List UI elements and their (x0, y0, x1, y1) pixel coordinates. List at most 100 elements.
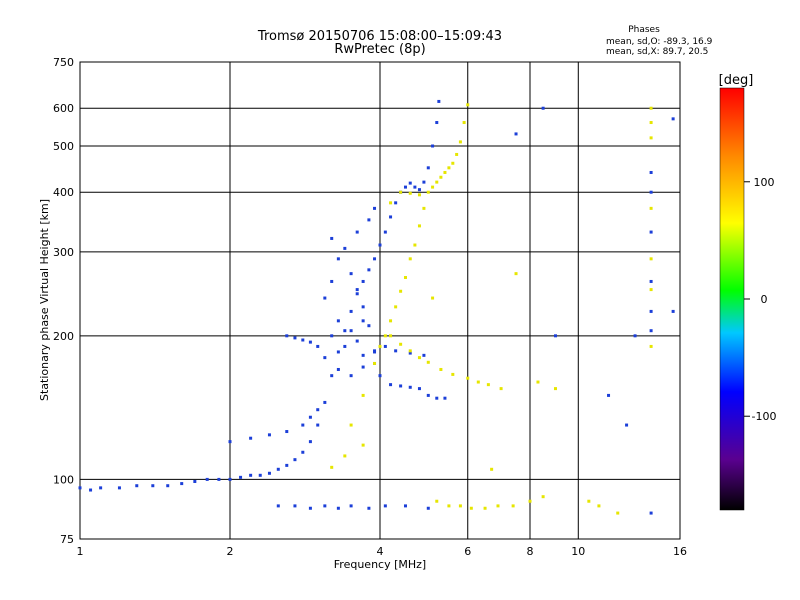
point-o-61 (336, 367, 340, 371)
point-o-68 (408, 385, 412, 389)
point-o-98 (383, 504, 387, 508)
point-o-77 (408, 351, 412, 355)
point-x-18 (447, 166, 451, 170)
x-tick-label-2: 4 (377, 545, 384, 558)
point-x-28 (426, 360, 430, 364)
point-o-114 (649, 329, 653, 333)
point-o-115 (671, 117, 675, 121)
point-o-34 (394, 201, 398, 205)
point-x-50 (361, 443, 365, 447)
point-o-96 (349, 504, 353, 508)
point-x-21 (458, 140, 462, 144)
point-o-116 (671, 309, 675, 313)
point-o-32 (383, 230, 387, 234)
x-axis-label: Frequency [MHz] (334, 558, 426, 571)
point-x-13 (426, 190, 430, 194)
x-tick-label-4: 8 (527, 545, 534, 558)
y-tick-label-0: 75 (60, 533, 74, 546)
point-o-18 (293, 458, 297, 462)
point-o-33 (389, 215, 393, 219)
point-o-38 (413, 185, 417, 189)
point-o-86 (267, 433, 271, 437)
point-o-60 (361, 319, 365, 323)
point-o-43 (435, 121, 439, 125)
y-tick-label-4: 400 (53, 186, 74, 199)
y-axis-label: Stationary phase Virtual Height [km] (38, 199, 51, 401)
point-o-15 (267, 471, 271, 475)
point-o-90 (316, 408, 320, 412)
y-tick-label-3: 300 (53, 246, 74, 259)
point-o-85 (249, 436, 253, 440)
point-x-39 (435, 499, 439, 503)
point-x-60 (649, 121, 653, 125)
y-tick-label-7: 750 (53, 56, 74, 69)
point-o-107 (553, 334, 557, 338)
point-o-101 (330, 236, 334, 240)
point-x-19 (451, 161, 455, 165)
point-o-50 (355, 339, 359, 343)
point-o-67 (399, 384, 403, 388)
point-o-28 (361, 279, 365, 283)
point-o-97 (367, 506, 371, 510)
point-o-66 (389, 383, 393, 387)
point-o-89 (308, 415, 312, 419)
point-o-118 (607, 393, 611, 397)
point-x-11 (417, 224, 421, 228)
point-x-45 (511, 504, 515, 508)
point-x-8 (403, 276, 407, 280)
point-o-25 (343, 329, 347, 333)
point-o-88 (301, 423, 305, 427)
y-tick-label-2: 200 (53, 330, 74, 343)
point-x-25 (399, 342, 403, 346)
point-o-73 (361, 353, 365, 357)
point-x-7 (399, 289, 403, 293)
point-o-23 (330, 374, 334, 378)
point-o-111 (649, 230, 653, 234)
point-x-33 (486, 383, 490, 387)
y-tick-label-1: 100 (53, 473, 74, 486)
point-o-55 (330, 279, 334, 283)
point-o-16 (276, 467, 280, 471)
point-x-65 (649, 344, 653, 348)
point-o-100 (426, 506, 430, 510)
point-o-59 (355, 288, 359, 292)
point-o-91 (276, 504, 280, 508)
y-tick-label-6: 600 (53, 102, 74, 115)
point-x-53 (514, 272, 518, 276)
point-o-102 (355, 230, 359, 234)
x-axis-ticks: 1 2 4 6 8 10 16 (77, 545, 688, 558)
point-o-14 (258, 473, 262, 477)
colorbar-label: [deg] (719, 73, 754, 88)
point-o-76 (394, 349, 398, 353)
point-x-27 (417, 356, 421, 360)
point-x-56 (587, 499, 591, 503)
point-o-117 (649, 511, 653, 515)
point-o-94 (323, 504, 327, 508)
point-x-3 (378, 344, 382, 348)
point-o-103 (367, 218, 371, 222)
point-o-1 (89, 488, 93, 492)
point-o-119 (625, 423, 629, 427)
point-o-10 (217, 477, 221, 481)
point-o-24 (336, 350, 340, 354)
point-o-95 (336, 506, 340, 510)
point-o-8 (193, 479, 197, 483)
point-o-75 (383, 344, 387, 348)
point-o-69 (417, 387, 421, 391)
point-o-99 (403, 504, 407, 508)
point-o-39 (417, 188, 421, 192)
point-o-7 (180, 482, 184, 486)
point-x-9 (408, 257, 412, 261)
point-x-12 (422, 206, 426, 210)
point-o-74 (373, 349, 377, 353)
point-o-78 (422, 353, 426, 357)
point-x-30 (451, 372, 455, 376)
point-x-17 (443, 170, 447, 174)
legend-line-o: mean, sd,O: -89.3, 16.9 (606, 37, 713, 47)
point-o-93 (308, 506, 312, 510)
point-o-72 (443, 396, 447, 400)
point-o-46 (330, 334, 334, 338)
point-x-35 (389, 201, 393, 205)
point-o-12 (239, 475, 243, 479)
point-x-58 (616, 511, 620, 515)
